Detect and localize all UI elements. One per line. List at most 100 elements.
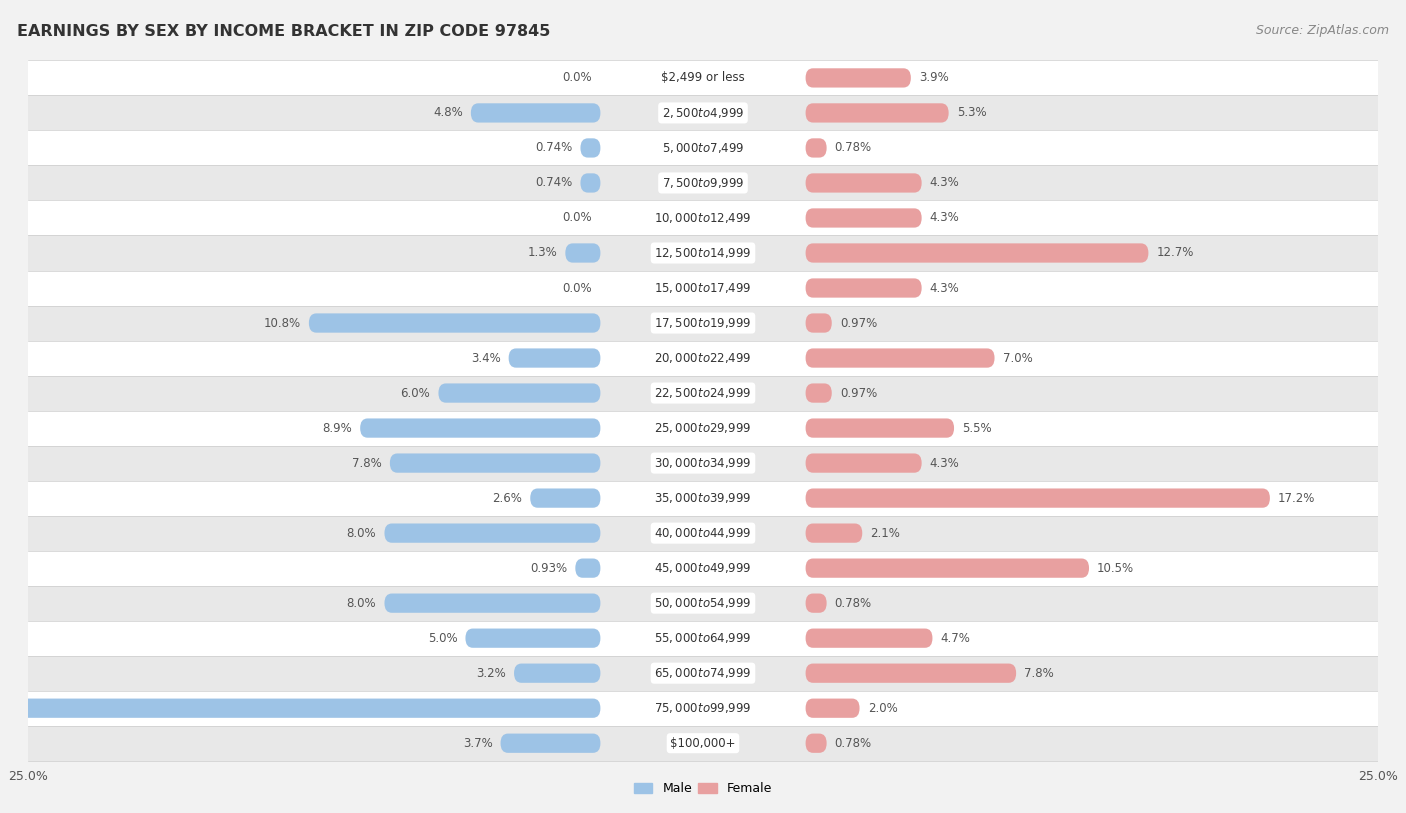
Bar <box>28 446 1378 480</box>
Bar <box>28 271 1378 306</box>
Text: 4.7%: 4.7% <box>941 632 970 645</box>
Bar <box>28 201 1378 236</box>
Text: $55,000 to $64,999: $55,000 to $64,999 <box>654 631 752 646</box>
Text: 0.78%: 0.78% <box>835 141 872 154</box>
Text: 1.3%: 1.3% <box>527 246 557 259</box>
FancyBboxPatch shape <box>806 419 955 437</box>
FancyBboxPatch shape <box>806 313 832 333</box>
FancyBboxPatch shape <box>806 489 1270 508</box>
Bar <box>28 341 1378 376</box>
Text: 0.0%: 0.0% <box>562 72 592 85</box>
Text: 7.8%: 7.8% <box>352 457 382 470</box>
Bar <box>28 620 1378 655</box>
Text: $65,000 to $74,999: $65,000 to $74,999 <box>654 666 752 680</box>
FancyBboxPatch shape <box>806 384 832 402</box>
Text: 7.8%: 7.8% <box>1024 667 1054 680</box>
Text: $10,000 to $12,499: $10,000 to $12,499 <box>654 211 752 225</box>
FancyBboxPatch shape <box>806 698 859 718</box>
Text: $40,000 to $44,999: $40,000 to $44,999 <box>654 526 752 540</box>
FancyBboxPatch shape <box>515 663 600 683</box>
Text: 10.5%: 10.5% <box>1097 562 1135 575</box>
Text: 8.0%: 8.0% <box>347 597 377 610</box>
FancyBboxPatch shape <box>806 173 922 193</box>
FancyBboxPatch shape <box>309 313 600 333</box>
Text: 3.2%: 3.2% <box>477 667 506 680</box>
Text: 3.9%: 3.9% <box>920 72 949 85</box>
Bar <box>28 236 1378 271</box>
Text: 0.0%: 0.0% <box>562 211 592 224</box>
Text: $2,499 or less: $2,499 or less <box>661 72 745 85</box>
FancyBboxPatch shape <box>0 698 600 718</box>
Text: 12.7%: 12.7% <box>1157 246 1194 259</box>
Bar <box>28 691 1378 726</box>
Text: 0.78%: 0.78% <box>835 737 872 750</box>
FancyBboxPatch shape <box>384 593 600 613</box>
Text: 10.8%: 10.8% <box>264 316 301 329</box>
Text: 0.74%: 0.74% <box>536 176 572 189</box>
FancyBboxPatch shape <box>565 243 600 263</box>
Text: 2.0%: 2.0% <box>868 702 897 715</box>
Text: 0.78%: 0.78% <box>835 597 872 610</box>
Text: 0.97%: 0.97% <box>839 316 877 329</box>
Text: 5.3%: 5.3% <box>956 107 987 120</box>
Bar <box>28 130 1378 166</box>
Bar <box>28 480 1378 515</box>
FancyBboxPatch shape <box>581 173 600 193</box>
Bar <box>28 376 1378 411</box>
FancyBboxPatch shape <box>806 103 949 123</box>
Text: 7.0%: 7.0% <box>1002 351 1032 364</box>
Text: $45,000 to $49,999: $45,000 to $49,999 <box>654 561 752 575</box>
FancyBboxPatch shape <box>384 524 600 543</box>
Text: $12,500 to $14,999: $12,500 to $14,999 <box>654 246 752 260</box>
Bar <box>28 515 1378 550</box>
Text: 4.3%: 4.3% <box>929 211 959 224</box>
Text: 5.5%: 5.5% <box>962 422 991 435</box>
Text: $100,000+: $100,000+ <box>671 737 735 750</box>
Text: 0.74%: 0.74% <box>536 141 572 154</box>
Bar <box>28 306 1378 341</box>
Text: 0.97%: 0.97% <box>839 386 877 399</box>
Text: Source: ZipAtlas.com: Source: ZipAtlas.com <box>1256 24 1389 37</box>
Bar <box>28 166 1378 201</box>
FancyBboxPatch shape <box>806 733 827 753</box>
Bar <box>28 585 1378 620</box>
Bar <box>28 411 1378 446</box>
FancyBboxPatch shape <box>806 454 922 472</box>
Text: EARNINGS BY SEX BY INCOME BRACKET IN ZIP CODE 97845: EARNINGS BY SEX BY INCOME BRACKET IN ZIP… <box>17 24 550 39</box>
FancyBboxPatch shape <box>806 138 827 158</box>
Text: $20,000 to $22,499: $20,000 to $22,499 <box>654 351 752 365</box>
Legend: Male, Female: Male, Female <box>628 777 778 801</box>
Text: $75,000 to $99,999: $75,000 to $99,999 <box>654 701 752 715</box>
Text: 5.0%: 5.0% <box>427 632 457 645</box>
Text: $7,500 to $9,999: $7,500 to $9,999 <box>662 176 744 190</box>
FancyBboxPatch shape <box>501 733 600 753</box>
Text: 4.3%: 4.3% <box>929 457 959 470</box>
Text: $5,000 to $7,499: $5,000 to $7,499 <box>662 141 744 155</box>
Bar <box>28 655 1378 691</box>
Bar <box>28 550 1378 585</box>
FancyBboxPatch shape <box>806 663 1017 683</box>
FancyBboxPatch shape <box>806 208 922 228</box>
FancyBboxPatch shape <box>806 628 932 648</box>
Text: 8.9%: 8.9% <box>322 422 352 435</box>
Bar <box>28 95 1378 130</box>
Text: 3.7%: 3.7% <box>463 737 492 750</box>
Text: 4.3%: 4.3% <box>929 176 959 189</box>
Text: 2.6%: 2.6% <box>492 492 522 505</box>
Text: 8.0%: 8.0% <box>347 527 377 540</box>
Text: 2.1%: 2.1% <box>870 527 900 540</box>
FancyBboxPatch shape <box>360 419 600 437</box>
Text: 6.0%: 6.0% <box>401 386 430 399</box>
FancyBboxPatch shape <box>575 559 600 578</box>
Text: $15,000 to $17,499: $15,000 to $17,499 <box>654 281 752 295</box>
Text: 17.2%: 17.2% <box>1278 492 1316 505</box>
FancyBboxPatch shape <box>530 489 600 508</box>
Text: 0.93%: 0.93% <box>530 562 567 575</box>
Text: 3.4%: 3.4% <box>471 351 501 364</box>
Text: $30,000 to $34,999: $30,000 to $34,999 <box>654 456 752 470</box>
Text: 4.3%: 4.3% <box>929 281 959 294</box>
FancyBboxPatch shape <box>471 103 600 123</box>
FancyBboxPatch shape <box>465 628 600 648</box>
FancyBboxPatch shape <box>439 384 600 402</box>
FancyBboxPatch shape <box>806 68 911 88</box>
